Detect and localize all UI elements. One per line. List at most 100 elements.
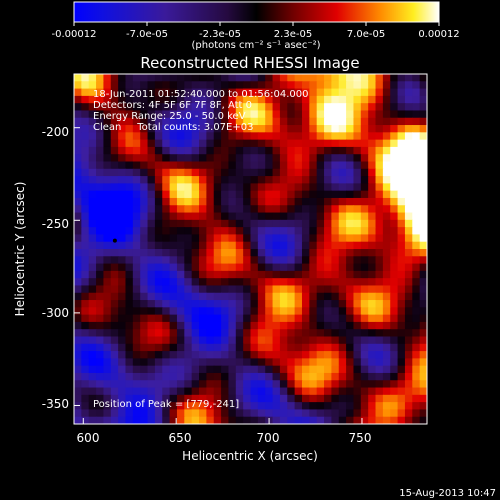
heatmap-cell [368,81,377,90]
peak-marker [112,238,117,243]
heatmap-cell [397,103,406,112]
heatmap-cell [287,132,296,141]
heatmap-cell [324,95,332,104]
heatmap-cell [162,300,171,308]
heatmap-cell [154,241,163,250]
heatmap-cell [257,95,266,104]
heatmap-cell [191,387,200,396]
heatmap-cell [324,103,332,112]
heatmap-cell [74,321,82,330]
heatmap-cell [294,380,303,389]
heatmap-cell [184,168,193,177]
heatmap-cell [404,88,413,97]
heatmap-cell [404,249,413,257]
heatmap-cell [294,176,303,184]
heatmap-cell [360,125,369,133]
heatmap-cell [250,256,259,265]
heatmap-cell [184,402,193,411]
heatmap-cell [257,146,266,155]
heatmap-cell [346,183,355,192]
heatmap-cell [397,241,406,250]
heatmap-cell [331,103,340,112]
heatmap-cell [176,249,185,257]
heatmap-cell [353,234,362,243]
heatmap-cell [279,110,288,119]
heatmap-cell [88,387,97,396]
heatmap-cell [287,329,296,338]
heatmap-cell [346,409,355,418]
heatmap-cell [103,125,112,133]
heatmap-cell [309,343,318,352]
heatmap-cell [316,132,325,141]
heatmap-cell [243,88,252,97]
heatmap-cell [243,307,252,316]
heatmap-cell [404,402,413,411]
heatmap-cell [316,183,325,192]
heatmap-cell [338,219,347,228]
heatmap-cell [147,285,156,294]
heatmap-cell [390,103,399,112]
heatmap-cell [346,103,355,112]
heatmap-cell [301,205,310,214]
heatmap-cell [184,314,193,323]
heatmap-cell [279,183,288,192]
heatmap-cell [324,249,332,257]
heatmap-cell [287,416,296,424]
heatmap-cell [353,95,362,104]
heatmap-cell [176,176,185,184]
heatmap-cell [169,110,178,119]
heatmap-cell [184,117,193,126]
heatmap-cell [404,190,413,199]
heatmap-cell [360,321,369,330]
heatmap-cell [118,74,127,82]
heatmap-cell [140,358,149,367]
heatmap-cell [199,74,207,82]
heatmap-cell [368,139,377,148]
heatmap-cell [353,256,362,265]
heatmap-cell [213,197,222,206]
heatmap-cell [294,256,303,265]
heatmap-cell [162,387,171,396]
heatmap-cell [213,110,222,119]
heatmap-cell [228,219,237,228]
heatmap-cell [154,190,163,199]
heatmap-cell [397,372,406,381]
heatmap-cell [243,351,252,359]
heatmap-cell [184,256,193,265]
heatmap-cell [110,110,119,119]
heatmap-cell [191,343,200,352]
heatmap-cell [103,343,112,352]
heatmap-cell [301,307,310,316]
heatmap-cell [368,329,377,338]
heatmap-cell [147,329,156,338]
heatmap-cell [265,154,274,163]
heatmap-cell [360,270,369,279]
heatmap-cell [279,270,288,279]
heatmap-cell [191,146,200,155]
heatmap-cell [301,285,310,294]
heatmap-cell [272,387,281,396]
heatmap-cell [118,256,127,265]
heatmap-cell [88,300,97,308]
heatmap-cell [154,372,163,381]
heatmap-cell [331,95,340,104]
heatmap-cell [272,125,281,133]
heatmap-cell [228,103,237,112]
heatmap-cell [404,81,413,90]
heatmap-cell [221,292,230,301]
heatmap-cell [338,241,347,250]
heatmap-cell [191,176,200,184]
heatmap-cell [316,234,325,243]
heatmap-cell [199,125,207,133]
heatmap-cell [125,168,134,177]
heatmap-cell [412,219,421,228]
heatmap-cell [118,197,127,206]
heatmap-cell [154,321,163,330]
heatmap-cell [74,183,82,192]
heatmap-cell [279,212,288,221]
heatmap-cell [368,321,377,330]
heatmap-cell [375,161,384,170]
heatmap-cell [316,343,325,352]
heatmap-cell [169,416,178,424]
heatmap-cell [265,321,274,330]
